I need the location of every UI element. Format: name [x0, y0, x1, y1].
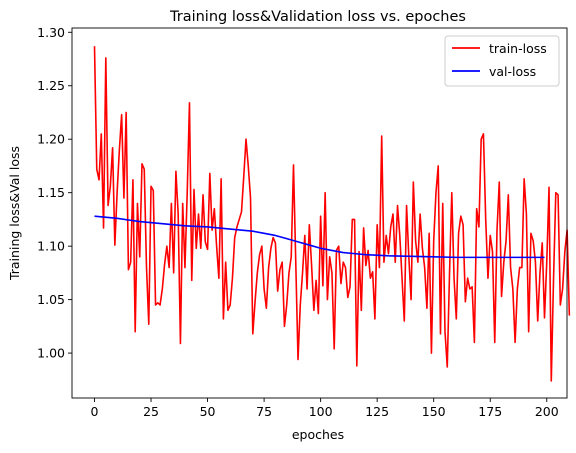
y-tick-label: 1.00	[37, 346, 65, 361]
y-tick-label: 1.30	[37, 25, 65, 40]
x-tick-label: 200	[535, 404, 559, 419]
x-axis-label: epoches	[292, 427, 344, 442]
x-axis-ticks: 0 25 50 75 100 125 150 175 200	[91, 398, 559, 419]
y-axis-ticks: 1.00 1.05 1.10 1.15 1.20 1.25 1.30	[37, 25, 72, 361]
y-tick-label: 1.05	[37, 292, 65, 307]
series-line-train-loss	[93, 46, 571, 382]
x-tick-label: 125	[365, 404, 389, 419]
x-tick-label: 150	[422, 404, 446, 419]
y-tick-label: 1.20	[37, 132, 65, 147]
series-line-val-loss	[94, 215, 545, 259]
chart-title: Training loss&Validation loss vs. epoche…	[169, 9, 466, 25]
y-tick-label: 1.25	[37, 78, 65, 93]
y-axis-label: Training loss&Val loss	[7, 146, 22, 281]
x-tick-label: 50	[200, 404, 216, 419]
x-tick-label: 100	[309, 404, 333, 419]
axes-frame	[71, 27, 568, 399]
x-tick-label: 0	[91, 404, 99, 419]
legend-label-val-loss: val-loss	[489, 64, 536, 79]
x-tick-label: 175	[478, 404, 502, 419]
x-tick-label: 25	[143, 404, 159, 419]
legend: train-loss val-loss	[444, 35, 560, 87]
legend-label-train-loss: train-loss	[489, 41, 547, 56]
plot-lines	[93, 46, 571, 382]
x-tick-label: 75	[256, 404, 272, 419]
y-tick-label: 1.10	[37, 239, 65, 254]
y-tick-label: 1.15	[37, 185, 65, 200]
